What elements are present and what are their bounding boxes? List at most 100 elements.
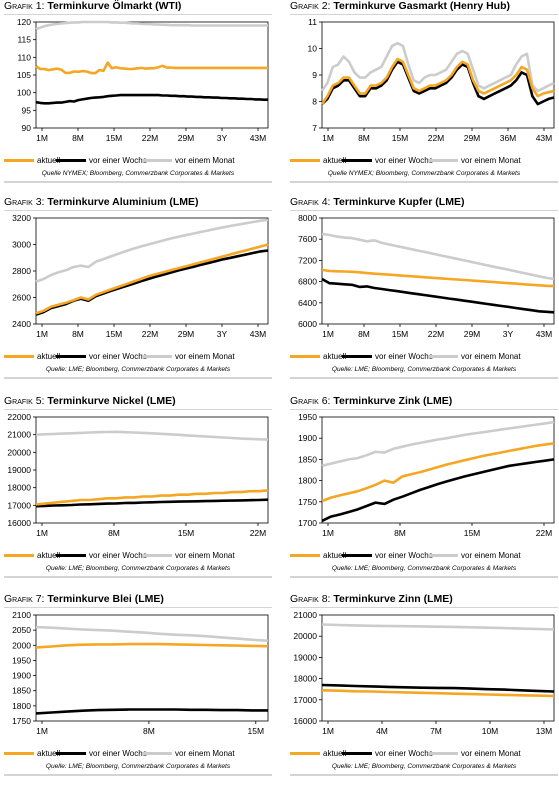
chart-number: Grafik 6: [290, 395, 331, 407]
legend-item-vor-einer-woche: vor einer Woche [342, 551, 433, 560]
legend-label: vor einer Woche [89, 156, 148, 165]
x-tick-label: 1M [322, 133, 334, 143]
chart-panel-4: Grafik 4: Terminkurve Kupfer (LME) 6000 64… [290, 196, 558, 386]
legend-swatch [56, 752, 86, 755]
x-tick-label: 1M [36, 528, 48, 538]
series-line-aktuell [320, 57, 555, 105]
line-chart: 16000 17000 18000 19000 20000 21000 1M 4M 7M 10M 1… [293, 611, 555, 736]
legend-label: vor einer Woche [89, 551, 148, 560]
x-tick-label: 15M [178, 528, 195, 538]
x-tick-label: 3Y [217, 329, 228, 339]
x-tick-label: 7M [430, 726, 442, 736]
legend-label: vor einer Woche [375, 352, 434, 361]
chart-panel-5: Grafik 5: Terminkurve Nickel (LME) 16000 1… [4, 395, 272, 585]
legend-label: aktuell [37, 551, 61, 560]
legend-item-aktuell: aktuell [290, 551, 346, 560]
legend-swatch [4, 752, 34, 755]
chart-number: Grafik 3: [4, 196, 45, 208]
legend-label: aktuell [323, 156, 347, 165]
legend-swatch [4, 355, 34, 358]
x-tick-label: 1M [36, 329, 48, 339]
chart-number: Grafik 8: [290, 593, 331, 605]
y-tick-label: 1900 [12, 671, 31, 681]
legend-item-vor-einer-woche: vor einer Woche [56, 156, 147, 165]
legend-label: vor einem Monat [461, 749, 521, 758]
bottom-divider [4, 377, 272, 379]
y-tick-label: 1850 [12, 686, 31, 696]
x-tick-label: 22M [250, 528, 267, 538]
chart-title-text: Terminkurve Zinn (LME) [333, 593, 453, 605]
x-tick-label: 1M [36, 726, 48, 736]
line-chart: 7 8 9 10 11 1M 8M 15M 22M 29M 36M 43M [308, 18, 555, 143]
legend-swatch [56, 554, 86, 557]
series-line-vor-einem-monat [321, 232, 555, 281]
chart-panel-6: Grafik 6: Terminkurve Zink (LME) 1700 1750… [290, 395, 558, 585]
x-tick-label: 10M [482, 726, 499, 736]
x-tick-label: 15M [464, 528, 481, 538]
bottom-divider [4, 181, 272, 183]
y-tick-label: 2100 [12, 611, 31, 620]
chart-source: Quelle NYMEX; Bloomberg, Commerzbank Cor… [41, 170, 235, 177]
legend-swatch [142, 355, 172, 358]
y-tick-label: 21000 [293, 611, 317, 620]
x-tick-label: 15M [248, 726, 265, 736]
chart-title-text: Terminkurve Nickel (LME) [47, 395, 176, 407]
legend-swatch [4, 159, 34, 162]
legend-item-aktuell: aktuell [290, 352, 346, 361]
title-divider [290, 409, 558, 410]
y-tick-label: 10 [308, 44, 318, 54]
legend-label: aktuell [323, 551, 347, 560]
x-tick-label: 8M [108, 528, 120, 538]
series-line-vor-einem-monat [321, 623, 555, 631]
y-tick-label: 17000 [293, 695, 317, 705]
title-divider [4, 607, 272, 608]
legend-item-vor-einem-monat: vor einem Monat [428, 551, 521, 560]
line-chart: 6000 6400 6800 7200 7600 8000 1M 8M 15M 22M 29M 3Y 4… [298, 214, 555, 339]
plot-area [321, 416, 555, 524]
legend-item-vor-einer-woche: vor einer Woche [56, 749, 147, 758]
y-tick-label: 2050 [12, 625, 31, 635]
series-line-aktuell [35, 489, 269, 506]
chart-source: Quelle: LME; Bloomberg, Commerzbank Corp… [331, 366, 517, 373]
y-tick-label: 11 [308, 18, 317, 27]
legend-item-vor-einem-monat: vor einem Monat [142, 551, 235, 560]
y-tick-label: 1700 [298, 518, 317, 528]
legend-swatch [428, 752, 458, 755]
x-tick-label: 8M [72, 329, 84, 339]
x-tick-label: 43M [250, 329, 267, 339]
legend-item-aktuell: aktuell [4, 749, 60, 758]
x-tick-label: 15M [106, 329, 123, 339]
legend-item-aktuell: aktuell [4, 352, 60, 361]
title-divider [290, 14, 558, 15]
x-tick-label: 8M [394, 528, 406, 538]
y-tick-label: 2400 [12, 319, 31, 329]
legend-item-vor-einer-woche: vor einer Woche [342, 352, 433, 361]
legend-swatch [4, 554, 34, 557]
x-tick-label: 36M [500, 133, 517, 143]
legend-item-aktuell: aktuell [4, 156, 60, 165]
series-line-vor-einem-monat [321, 420, 555, 468]
chart-title: Grafik 2: Terminkurve Gasmarkt (Henry Hu… [290, 0, 510, 12]
x-tick-label: 3Y [217, 133, 228, 143]
legend-label: vor einer Woche [89, 352, 148, 361]
line-chart: 90 95 100 105 110 115 120 1M 8M 15M 22M 29M 3Y 43M [17, 18, 269, 143]
legend-swatch [142, 159, 172, 162]
legend-item-aktuell: aktuell [290, 156, 346, 165]
x-tick-label: 8M [358, 133, 370, 143]
legend-item-vor-einem-monat: vor einem Monat [428, 156, 521, 165]
legend-label: vor einem Monat [461, 156, 521, 165]
chart-source: Quelle: LME; Bloomberg, Commerzbank Corp… [331, 763, 517, 770]
series-line-vor-einer-woche [321, 458, 555, 523]
y-tick-label: 6800 [298, 277, 317, 287]
y-tick-label: 19000 [7, 465, 31, 475]
series-line-vor-einer-woche [35, 93, 268, 105]
legend-label: vor einem Monat [175, 749, 235, 758]
y-tick-label: 3000 [12, 240, 31, 250]
legend-label: vor einer Woche [375, 156, 434, 165]
chart-title: Grafik 7: Terminkurve Blei (LME) [4, 593, 164, 605]
chart-panel-3: Grafik 3: Terminkurve Aluminium (LME) 240… [4, 196, 272, 386]
legend-swatch [342, 355, 372, 358]
y-tick-label: 17000 [7, 500, 31, 510]
series-line-vor-einer-woche [321, 277, 555, 314]
chart-number: Grafik 5: [4, 395, 45, 407]
